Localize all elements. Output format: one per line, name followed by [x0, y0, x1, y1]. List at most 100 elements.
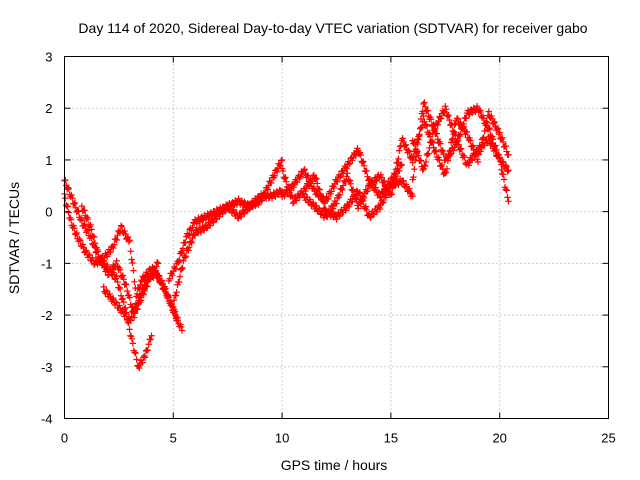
y-axis-title: SDTVAR / TECUs: [6, 182, 22, 294]
data-point: [119, 272, 127, 279]
data-point: [145, 341, 152, 348]
data-point: [88, 226, 95, 233]
data-point: [210, 219, 217, 226]
data-point: [360, 158, 367, 165]
data-point: [110, 241, 118, 248]
data-point: [396, 147, 403, 154]
data-point: [65, 185, 73, 193]
data-point: [154, 272, 161, 279]
data-point: [409, 192, 416, 200]
data-point: [344, 170, 351, 177]
data-point: [434, 121, 441, 129]
data-point: [480, 115, 487, 122]
data-point: [420, 112, 427, 120]
data-point: [71, 225, 78, 232]
data-point: [167, 298, 174, 305]
data-point: [116, 284, 123, 291]
data-point: [127, 248, 134, 255]
data-point: [468, 157, 476, 164]
data-point: [394, 159, 401, 166]
data-point: [73, 229, 80, 237]
data-point: [387, 191, 395, 198]
data-point: [422, 158, 430, 166]
data-point: [82, 248, 89, 255]
data-point: [474, 158, 482, 166]
data-point: [333, 216, 340, 223]
data-point: [283, 178, 290, 185]
data-point: [160, 284, 167, 292]
data-point: [502, 162, 509, 169]
data-point: [188, 239, 195, 247]
data-point: [405, 147, 412, 154]
data-point: [175, 278, 183, 286]
data-point: [415, 136, 422, 143]
data-point: [500, 176, 508, 183]
data-point: [424, 107, 431, 114]
data-point: [219, 210, 226, 218]
data-point: [470, 146, 477, 154]
data-point: [123, 281, 130, 288]
data-point: [480, 134, 487, 141]
data-point: [370, 181, 377, 188]
data-point: [84, 227, 92, 234]
data-point: [382, 194, 390, 201]
data-point: [100, 260, 107, 267]
data-point: [454, 115, 462, 123]
data-point: [339, 182, 347, 189]
data-point: [147, 336, 154, 343]
data-point: [468, 156, 475, 163]
data-point: [109, 295, 116, 303]
data-point: [94, 246, 101, 254]
data-point: [465, 162, 472, 169]
data-point: [417, 157, 425, 164]
data-point: [170, 304, 177, 311]
data-point: [137, 297, 145, 304]
data-point: [499, 134, 506, 141]
x-tick-label: 0: [61, 431, 68, 446]
data-point: [392, 166, 400, 173]
data-point: [488, 112, 495, 119]
data-point: [177, 323, 185, 331]
data-point: [300, 190, 308, 197]
data-point: [187, 238, 195, 246]
data-point: [343, 173, 350, 180]
data-point: [123, 287, 131, 295]
data-point: [490, 119, 498, 127]
data-point: [129, 259, 136, 267]
data-point: [237, 213, 245, 221]
data-point: [103, 253, 111, 260]
y-tick-label: 0: [45, 205, 52, 220]
data-point: [178, 265, 185, 273]
data-point: [250, 201, 257, 209]
data-point: [485, 108, 493, 115]
data-point: [67, 216, 75, 223]
data-point: [170, 296, 178, 304]
data-point: [443, 165, 451, 173]
data-point: [377, 171, 385, 179]
data-point: [281, 193, 288, 200]
data-point: [499, 158, 507, 165]
y-tick-label: -1: [41, 256, 53, 271]
data-point: [419, 166, 426, 174]
data-point: [148, 332, 155, 339]
series-4: [78, 202, 162, 321]
data-point: [79, 241, 86, 248]
data-point: [483, 119, 491, 127]
data-point: [313, 175, 320, 182]
data-point: [363, 206, 370, 214]
data-point: [402, 141, 410, 148]
data-point: [309, 199, 317, 206]
data-point: [504, 194, 511, 201]
data-point: [146, 275, 153, 283]
data-point: [349, 187, 356, 194]
data-point: [62, 176, 69, 184]
data-point: [409, 159, 416, 166]
y-tick-label: -2: [41, 308, 53, 323]
data-point: [100, 283, 107, 291]
plot-frame: [64, 56, 609, 419]
series-12: [409, 108, 512, 178]
data-point: [442, 169, 449, 177]
data-point: [430, 144, 437, 151]
data-point: [473, 102, 481, 110]
data-point: [166, 275, 174, 282]
